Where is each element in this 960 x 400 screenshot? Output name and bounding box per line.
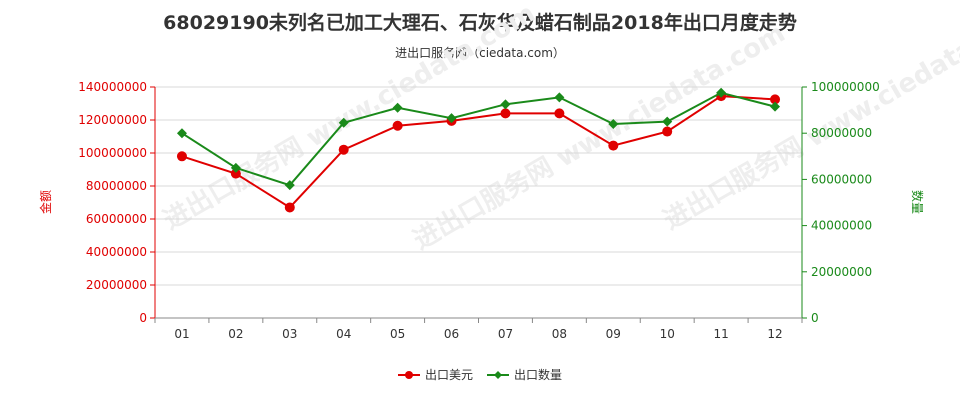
left-axis-ticks: 0 20000000 40000000 60000000 80000000 1000000…	[78, 80, 155, 325]
data-point	[554, 108, 565, 119]
data-point	[230, 168, 241, 179]
left-tick-label: 20000000	[86, 278, 147, 292]
x-tick-label: 06	[444, 327, 459, 341]
legend-label: 出口数量	[514, 367, 562, 382]
legend-swatch-marker	[405, 371, 413, 379]
data-point	[500, 108, 511, 119]
legend-item: 出口美元	[398, 368, 473, 382]
x-tick-label: 01	[174, 327, 189, 341]
right-tick-label: 0	[811, 311, 819, 325]
x-tick-label: 03	[282, 327, 297, 341]
left-tick-label: 60000000	[86, 212, 147, 226]
x-tick-label: 11	[713, 327, 728, 341]
left-tick-label: 100000000	[78, 146, 147, 160]
data-point	[392, 102, 403, 113]
series-line	[181, 91, 776, 187]
data-point	[500, 99, 511, 110]
data-point	[554, 92, 565, 103]
data-point	[662, 116, 673, 127]
series-line	[181, 95, 776, 209]
x-tick-label: 07	[498, 327, 513, 341]
x-tick-label: 02	[228, 327, 243, 341]
left-tick-label: 0	[139, 311, 147, 325]
left-tick-label: 40000000	[86, 245, 147, 259]
data-point	[446, 113, 457, 124]
legend: 出口美元 出口数量	[398, 367, 562, 382]
right-tick-label: 20000000	[811, 265, 872, 279]
data-point	[608, 140, 619, 151]
data-point	[716, 87, 727, 98]
x-axis-ticks: 01 02 03 04 05 06 07 08 09 10 11 12	[154, 318, 803, 341]
right-tick-label: 60000000	[811, 172, 872, 186]
x-tick-label: 10	[660, 327, 675, 341]
x-tick-label: 05	[390, 327, 405, 341]
left-tick-label: 120000000	[78, 113, 147, 127]
left-tick-label: 80000000	[86, 179, 147, 193]
legend-label: 出口美元	[425, 368, 473, 382]
left-axis-label: 金额	[38, 190, 53, 214]
series-layer	[176, 87, 781, 213]
left-tick-label: 140000000	[78, 80, 147, 94]
chart-subtitle: 进出口服务网（ciedata.com）	[395, 46, 565, 60]
grid-lines	[155, 86, 802, 286]
data-point	[338, 144, 349, 155]
data-point	[770, 101, 781, 112]
data-point	[176, 151, 187, 162]
legend-swatch-marker	[494, 371, 502, 379]
right-tick-label: 100000000	[811, 80, 880, 94]
x-tick-label: 09	[606, 327, 621, 341]
x-tick-label: 12	[767, 327, 782, 341]
legend-item: 出口数量	[487, 367, 562, 382]
data-point	[662, 126, 673, 137]
series-right	[176, 87, 781, 191]
right-axis-ticks: 0 20000000 40000000 60000000 80000000 1000000…	[802, 80, 880, 325]
chart-title: 68029190未列名已加工大理石、石灰华及蜡石制品2018年出口月度走势	[163, 12, 797, 34]
data-point	[284, 180, 295, 191]
right-tick-label: 40000000	[811, 219, 872, 233]
data-point	[392, 120, 403, 131]
data-point	[770, 94, 781, 105]
data-point	[176, 128, 187, 139]
right-tick-label: 80000000	[811, 126, 872, 140]
data-point	[608, 118, 619, 129]
x-tick-label: 04	[336, 327, 351, 341]
right-axis-label: 数量	[910, 190, 925, 214]
x-tick-label: 08	[552, 327, 567, 341]
data-point	[284, 202, 295, 213]
data-point	[338, 117, 349, 128]
data-point	[230, 162, 241, 173]
